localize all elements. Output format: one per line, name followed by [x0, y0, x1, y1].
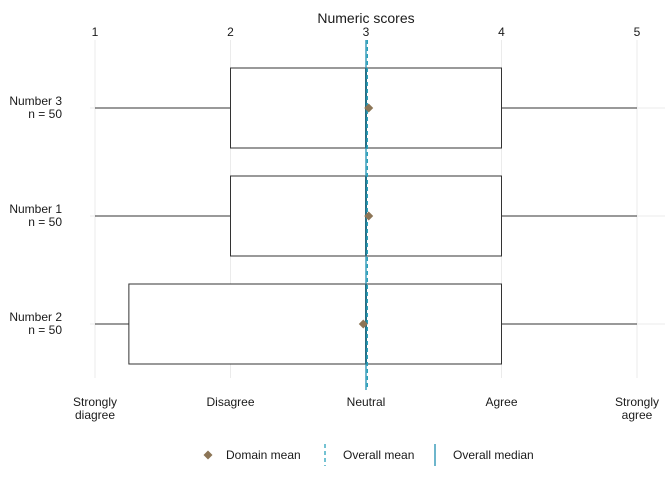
legend-label: Overall mean [343, 448, 414, 462]
legend-key-domain-mean [203, 450, 213, 460]
axis-title-top: Numeric scores [317, 10, 414, 26]
bottom-tick-label: Neutral [347, 395, 386, 409]
top-tick-label: 1 [92, 25, 99, 39]
top-tick-labels: 1 2 3 4 5 [92, 25, 641, 39]
bottom-tick-label: Disagree [206, 395, 254, 409]
bottom-tick-labels: Strongly diagree Disagree Neutral Agree Stron… [73, 395, 659, 422]
domain-mean-marker [364, 211, 374, 221]
domain-mean-marker [364, 103, 374, 113]
legend-label: Overall median [453, 448, 534, 462]
top-tick-label: 2 [227, 25, 234, 39]
legend-label: Domain mean [226, 448, 301, 462]
legend: Domain mean Overall mean Overall median [203, 444, 534, 466]
bottom-tick-label: Strongly diagree [73, 395, 117, 422]
box [128, 283, 502, 365]
bottom-tick-label: Strongly agree [615, 395, 659, 422]
mean-markers [358, 103, 374, 329]
top-tick-label: 4 [498, 25, 505, 39]
bottom-tick-label: Agree [485, 395, 517, 409]
domain-mean-marker [358, 319, 368, 329]
top-tick-label: 5 [634, 25, 641, 39]
top-tick-label: 3 [363, 25, 370, 39]
